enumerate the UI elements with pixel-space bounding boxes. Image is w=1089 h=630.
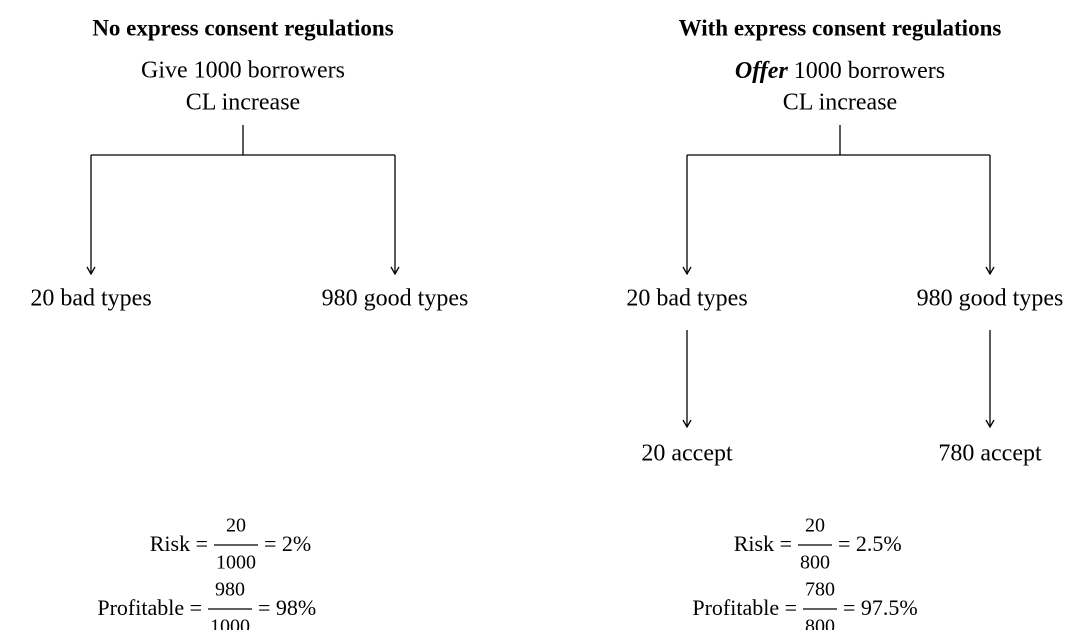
branch-label: 20 bad types	[626, 286, 747, 312]
branch-label: 20 bad types	[30, 286, 151, 312]
denominator: 800	[800, 552, 830, 574]
root-emphasis: Offer	[735, 58, 789, 84]
branch-label: 980 good types	[322, 286, 469, 312]
formula-lhs: Profitable =	[692, 595, 797, 620]
denominator: 1000	[210, 616, 250, 630]
formula-rhs: = 2%	[264, 531, 311, 556]
branch-label: 980 good types	[917, 286, 1064, 312]
root-label: CL increase	[186, 90, 300, 116]
outcome-label: 780 accept	[938, 441, 1042, 467]
outcome-label: 20 accept	[641, 441, 733, 467]
formula-lhs: Risk =	[150, 531, 208, 556]
formula-rhs: = 97.5%	[843, 595, 918, 620]
denominator: 800	[805, 616, 835, 630]
panel-title: No express consent regulations	[92, 15, 393, 40]
numerator: 780	[805, 579, 835, 601]
root-label: CL increase	[783, 90, 897, 116]
panel-title: With express consent regulations	[679, 15, 1002, 40]
numerator: 20	[805, 515, 825, 537]
numerator: 980	[215, 579, 245, 601]
root-text: 1000 borrowers	[794, 58, 945, 84]
root-label: Give 1000 borrowers	[141, 58, 345, 84]
formula-lhs: Profitable =	[97, 595, 202, 620]
denominator: 1000	[216, 552, 256, 574]
formula-lhs: Risk =	[734, 531, 792, 556]
formula-rhs: = 2.5%	[838, 531, 902, 556]
root-label: Offer 1000 borrowers	[735, 58, 945, 84]
formula-rhs: = 98%	[258, 595, 316, 620]
numerator: 20	[226, 515, 246, 537]
